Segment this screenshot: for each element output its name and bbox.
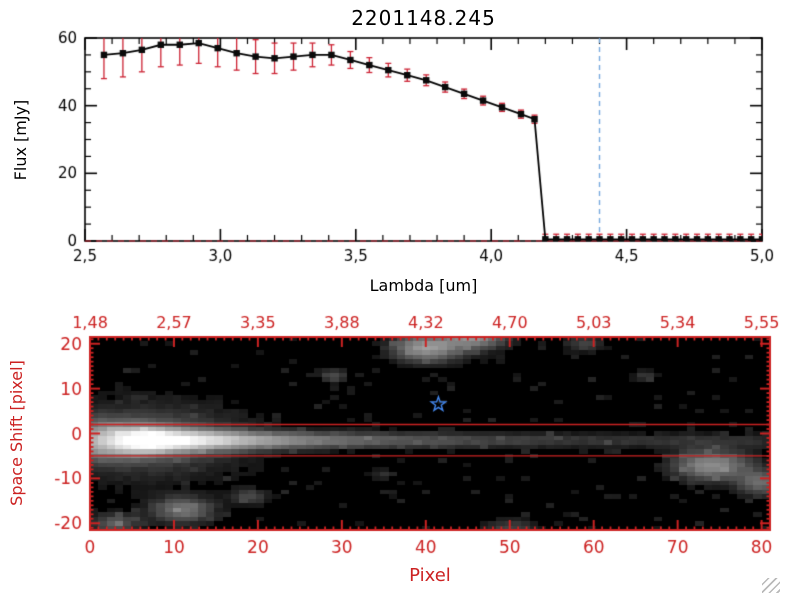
- pixel-axis-label: Pixel: [409, 565, 451, 586]
- space-shift-axis-label: Space Shift [pixel]: [7, 360, 26, 506]
- plot-title: 2201148.245: [351, 6, 496, 30]
- spectral-image-canvas: [0, 300, 800, 600]
- resize-grip-icon: [762, 578, 780, 593]
- lambda-axis-label: Lambda [um]: [369, 276, 478, 295]
- flux-spectrum-canvas: [0, 0, 800, 300]
- flux-axis-label: Flux [mJy]: [11, 99, 30, 181]
